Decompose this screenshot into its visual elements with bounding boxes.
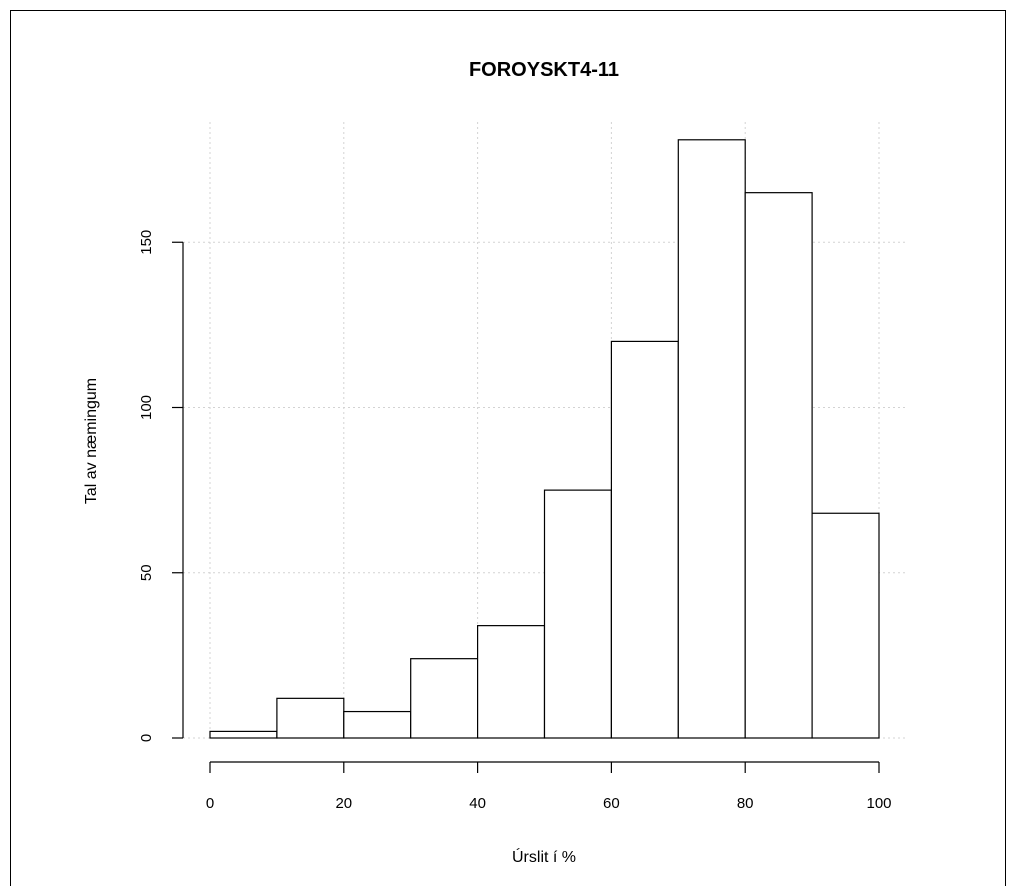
y-tick-label: 150: [138, 230, 155, 255]
histogram-bar: [209, 730, 278, 739]
x-tick-label: 80: [737, 795, 754, 812]
y-tick-label: 0: [138, 734, 155, 742]
y-axis-label: Tal av næmingum: [83, 378, 100, 504]
histogram-bar: [677, 139, 746, 739]
x-axis: 0 20 40 60 80 100: [206, 761, 892, 812]
histogram-bar: [276, 697, 345, 739]
y-axis: 0 50 100 150: [138, 230, 184, 742]
chart-title: FOROYSKT4-11: [469, 59, 619, 81]
y-tick-label: 100: [138, 395, 155, 420]
histogram-bar: [811, 512, 880, 739]
x-tick-label: 20: [335, 795, 352, 812]
x-tick-label: 40: [469, 795, 486, 812]
x-tick-label: 0: [206, 795, 214, 812]
histogram-bar: [343, 710, 412, 739]
histogram-bar: [610, 340, 679, 739]
x-axis-label: Úrslit í %: [512, 847, 576, 866]
plot-frame: [10, 10, 1006, 886]
x-tick-label: 100: [866, 795, 891, 812]
histogram-bar: [744, 192, 813, 739]
histogram-bars: [209, 139, 880, 739]
histogram-bar: [543, 489, 613, 739]
histogram-bar: [410, 658, 479, 739]
histogram-bar: [477, 625, 546, 739]
x-tick-label: 60: [603, 795, 620, 812]
y-tick-label: 50: [138, 564, 155, 581]
